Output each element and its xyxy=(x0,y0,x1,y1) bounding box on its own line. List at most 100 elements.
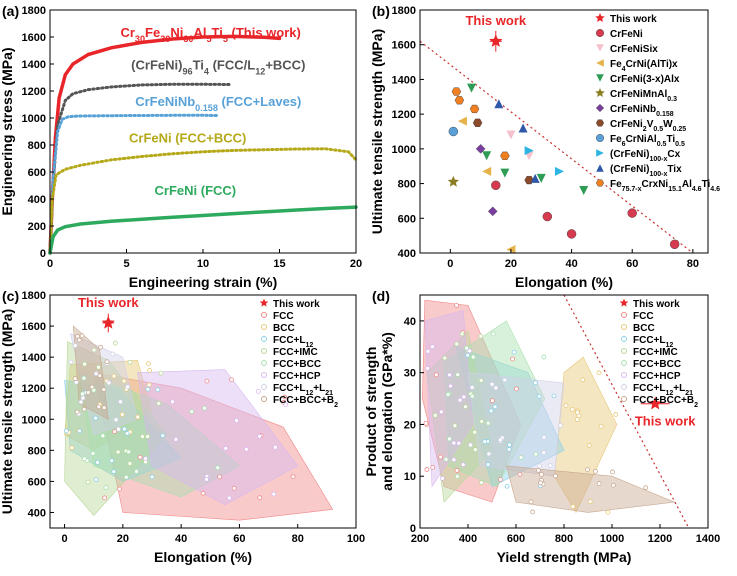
y-tick-label: 0 xyxy=(40,248,46,260)
data-point xyxy=(110,351,116,357)
data-point xyxy=(456,440,462,446)
data-point xyxy=(146,361,151,366)
data-point xyxy=(502,377,508,383)
data-point xyxy=(497,437,503,443)
data-point xyxy=(459,331,465,337)
data-point xyxy=(454,341,460,347)
data-point xyxy=(482,439,488,444)
x-tick-label: 20 xyxy=(505,258,517,270)
x-tick-label: 800 xyxy=(555,533,573,545)
data-point xyxy=(147,368,152,373)
y-tick-label: 1000 xyxy=(22,414,46,426)
legend-marker xyxy=(595,179,605,187)
data-point xyxy=(103,485,109,490)
legend-label: CrFeNiNb0.158 xyxy=(610,104,674,118)
y-tick-label: 1200 xyxy=(22,383,46,395)
panel-label: (d) xyxy=(372,288,390,304)
data-point xyxy=(514,386,519,392)
legend-marker xyxy=(261,312,267,318)
data-point xyxy=(111,469,117,474)
data-point xyxy=(223,446,229,451)
this-work-label: This work xyxy=(78,295,139,310)
panel-label: (c) xyxy=(2,288,19,304)
data-point xyxy=(111,373,117,379)
legend-label: Fe4CrNi(AlTi)x xyxy=(610,59,678,73)
data-point xyxy=(492,404,498,410)
x-axis-label: Yield strength (MPa) xyxy=(497,549,632,565)
data-point xyxy=(593,468,598,474)
data-point xyxy=(580,377,586,383)
chart-panel-d: This work 200 400 600 800 1000 1200 1400 0 10 20 30… xyxy=(363,288,720,565)
region-fcc-bcc-b2 xyxy=(505,465,676,513)
data-point xyxy=(243,446,249,452)
data-point xyxy=(451,87,462,96)
data-point xyxy=(127,461,133,466)
data-point xyxy=(97,373,103,379)
data-point xyxy=(226,495,232,501)
data-point xyxy=(486,451,492,457)
data-point xyxy=(489,381,495,387)
data-point xyxy=(541,450,547,455)
series-annotation: Cr30Fe30Ni30Al5Ti5 (This work) xyxy=(120,25,300,44)
data-point xyxy=(145,434,151,439)
data-point xyxy=(72,343,78,349)
data-point xyxy=(81,456,87,462)
region-fcc-l12 xyxy=(64,380,182,482)
region-fcc-imc xyxy=(426,330,493,503)
data-point xyxy=(541,354,547,360)
data-point xyxy=(81,375,87,381)
data-point xyxy=(479,480,484,485)
series-line xyxy=(48,205,358,255)
legend-label: FCC+IMC xyxy=(273,347,318,358)
legend-marker xyxy=(596,149,604,157)
y-axis-label: Engineering stress (MPa) xyxy=(0,47,15,215)
y-tick-label: 30 xyxy=(404,368,416,380)
legend-label: FCC+L12+L21 xyxy=(633,383,693,397)
x-tick-label: 20 xyxy=(117,533,129,545)
data-point xyxy=(442,355,448,361)
data-point xyxy=(610,469,615,475)
data-point xyxy=(566,229,577,239)
data-point xyxy=(447,175,460,187)
region-fcc xyxy=(93,372,334,521)
legend-label: FCC+BCC xyxy=(633,359,681,370)
legend-label: (CrFeNi)100-xTix xyxy=(610,164,682,178)
data-point xyxy=(451,457,457,463)
legend-marker xyxy=(621,384,627,390)
data-point xyxy=(438,409,444,415)
legend-marker xyxy=(621,360,627,366)
data-point xyxy=(257,433,263,439)
data-point xyxy=(109,458,115,464)
data-point xyxy=(507,442,512,448)
trend-line xyxy=(563,294,690,529)
data-point xyxy=(454,302,459,308)
legend-label: FCC+HCP xyxy=(273,371,321,382)
y-tick-label: 0 xyxy=(410,523,416,535)
data-point xyxy=(542,211,553,222)
data-point xyxy=(80,391,85,397)
data-point xyxy=(524,146,534,156)
x-tick-label: 1400 xyxy=(696,533,720,545)
data-point xyxy=(596,370,602,376)
x-tick-label: 0 xyxy=(47,258,53,270)
x-tick-label: 600 xyxy=(507,533,525,545)
legend-marker xyxy=(261,324,267,330)
legend-marker xyxy=(621,348,627,354)
data-point xyxy=(63,428,69,434)
y-tick-label: 200 xyxy=(28,221,46,233)
x-tick-label: 5 xyxy=(123,258,129,270)
legend-label: FCC+L12 xyxy=(633,335,673,349)
legend-label: CrFeNiMnAl0.3 xyxy=(610,89,677,103)
data-point xyxy=(575,410,580,415)
data-point xyxy=(610,482,616,488)
y-tick-label: 800 xyxy=(28,445,46,457)
data-point xyxy=(498,477,503,482)
data-point xyxy=(541,434,547,440)
legend-marker xyxy=(619,298,629,307)
data-point xyxy=(579,186,589,196)
y-tick-label: 1000 xyxy=(392,144,416,156)
x-axis-label: Engineering strain (%) xyxy=(129,274,278,290)
data-point xyxy=(494,99,504,109)
data-point xyxy=(95,459,100,465)
x-tick-label: 40 xyxy=(175,533,187,545)
